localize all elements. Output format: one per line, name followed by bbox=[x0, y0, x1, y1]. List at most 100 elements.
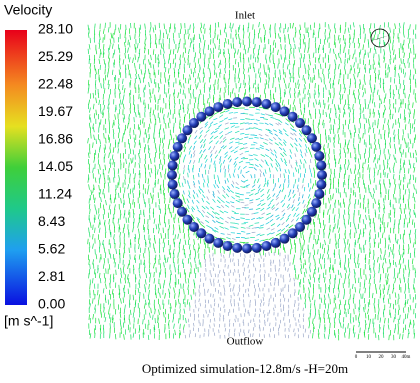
vector bbox=[288, 184, 289, 188]
vector bbox=[384, 183, 385, 188]
vector bbox=[328, 69, 329, 74]
vector bbox=[104, 248, 105, 253]
vector bbox=[397, 239, 398, 244]
vector bbox=[231, 150, 235, 152]
vector bbox=[174, 103, 175, 108]
vector bbox=[358, 158, 359, 163]
vector bbox=[232, 238, 236, 239]
vector bbox=[253, 155, 257, 156]
vector bbox=[273, 308, 274, 311]
vector bbox=[168, 204, 169, 209]
vector bbox=[330, 129, 331, 134]
vector bbox=[289, 160, 290, 164]
vector bbox=[199, 299, 200, 302]
vector bbox=[286, 84, 287, 89]
vector bbox=[174, 239, 175, 245]
vector bbox=[314, 75, 315, 80]
vector bbox=[368, 309, 369, 314]
vector bbox=[178, 299, 179, 304]
vector bbox=[150, 34, 151, 39]
vector bbox=[120, 64, 121, 69]
vector bbox=[114, 29, 115, 34]
aerator bbox=[223, 241, 233, 251]
vector bbox=[233, 23, 234, 28]
vector bbox=[209, 310, 210, 313]
vector bbox=[359, 118, 360, 123]
vector bbox=[123, 94, 124, 99]
vector bbox=[213, 118, 217, 120]
vector bbox=[301, 154, 303, 158]
vector bbox=[144, 227, 145, 232]
vector bbox=[158, 83, 159, 88]
vector bbox=[297, 185, 298, 189]
vector bbox=[245, 83, 246, 88]
vector bbox=[288, 214, 291, 217]
vector bbox=[284, 229, 288, 233]
vector bbox=[257, 234, 261, 236]
vector bbox=[369, 147, 370, 152]
vector bbox=[92, 244, 93, 249]
vector bbox=[365, 215, 366, 220]
vector bbox=[309, 323, 310, 328]
vector bbox=[363, 92, 364, 97]
vector bbox=[319, 54, 320, 59]
vector bbox=[249, 75, 250, 80]
vector bbox=[266, 213, 270, 215]
vector bbox=[295, 105, 296, 110]
vector bbox=[99, 122, 100, 127]
vector bbox=[223, 160, 225, 164]
vector bbox=[335, 60, 336, 65]
vector bbox=[410, 305, 411, 310]
vector bbox=[344, 289, 345, 294]
vector bbox=[414, 167, 415, 172]
vector bbox=[338, 188, 339, 193]
vector bbox=[275, 215, 279, 217]
vector bbox=[182, 259, 183, 264]
vector bbox=[269, 168, 270, 173]
vector bbox=[388, 149, 389, 154]
vector bbox=[400, 254, 401, 259]
vector bbox=[298, 307, 299, 311]
vector bbox=[180, 89, 181, 94]
vector bbox=[270, 199, 273, 202]
vector bbox=[258, 188, 260, 191]
vector bbox=[235, 164, 237, 168]
vector bbox=[366, 274, 367, 279]
vector bbox=[364, 80, 365, 85]
vector bbox=[410, 48, 411, 53]
vector bbox=[209, 146, 211, 150]
vector bbox=[251, 174, 252, 178]
vector bbox=[412, 219, 413, 224]
vector bbox=[231, 125, 235, 127]
vector bbox=[290, 190, 291, 194]
vector bbox=[285, 89, 286, 94]
aerator bbox=[316, 180, 326, 190]
vector bbox=[165, 198, 166, 204]
vector bbox=[240, 129, 244, 130]
vector bbox=[384, 49, 385, 54]
vector bbox=[387, 159, 388, 164]
vector bbox=[202, 194, 205, 197]
vector bbox=[296, 147, 298, 151]
vector bbox=[268, 203, 271, 206]
vector bbox=[188, 49, 189, 54]
vector bbox=[260, 145, 264, 147]
vector bbox=[407, 299, 408, 304]
vector bbox=[329, 267, 330, 272]
vector bbox=[220, 88, 221, 93]
vector bbox=[110, 243, 111, 248]
vector bbox=[215, 43, 216, 48]
vector bbox=[263, 24, 264, 29]
vector bbox=[288, 34, 289, 39]
vector bbox=[263, 142, 267, 144]
vector bbox=[100, 278, 101, 283]
vector bbox=[241, 227, 246, 228]
vector bbox=[204, 44, 205, 49]
vector bbox=[285, 169, 286, 173]
vector bbox=[344, 109, 345, 114]
vector bbox=[215, 227, 219, 229]
vector bbox=[205, 220, 209, 223]
vector bbox=[305, 64, 306, 69]
vector bbox=[230, 258, 231, 262]
vector bbox=[177, 168, 178, 173]
